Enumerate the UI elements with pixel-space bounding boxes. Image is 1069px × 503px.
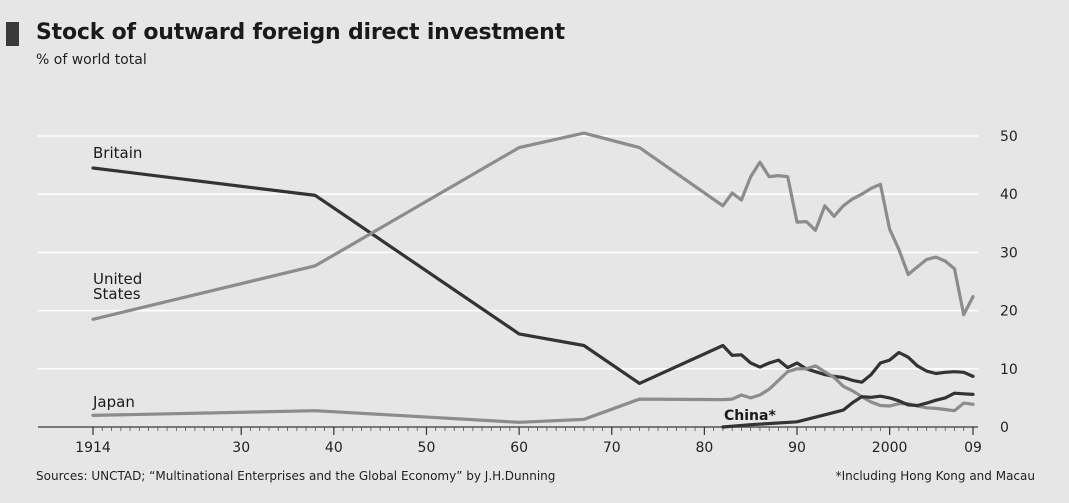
x-axis-labels: 1914 30 40 50 60 70 80 90 2000 09 bbox=[75, 440, 982, 456]
x-tick-label: 1914 bbox=[75, 440, 111, 456]
x-tick-label: 90 bbox=[788, 440, 806, 456]
series-line-united-states bbox=[91, 131, 975, 321]
y-tick-label: 0 bbox=[1000, 420, 1009, 436]
chart-title: Stock of outward foreign direct investme… bbox=[36, 20, 565, 45]
x-tick-label: 30 bbox=[232, 440, 250, 456]
y-tick-label: 20 bbox=[1000, 304, 1018, 320]
y-tick-label: 40 bbox=[1000, 187, 1018, 203]
series-lines bbox=[91, 131, 975, 429]
series-label: States bbox=[93, 285, 141, 303]
series-label: China* bbox=[724, 408, 776, 424]
footnote: *Including Hong Kong and Macau bbox=[835, 469, 1035, 483]
y-tick-label: 10 bbox=[1000, 362, 1018, 378]
chart-subtitle: % of world total bbox=[36, 52, 147, 68]
x-tick-label: 60 bbox=[510, 440, 528, 456]
x-axis bbox=[38, 426, 978, 435]
series-line-britain bbox=[91, 166, 975, 385]
series-label: Japan bbox=[92, 393, 135, 411]
x-tick-label: 50 bbox=[418, 440, 436, 456]
sources-note: Sources: UNCTAD; “Multinational Enterpri… bbox=[36, 469, 556, 483]
series-line-japan bbox=[91, 364, 975, 424]
x-tick-label: 09 bbox=[964, 440, 982, 456]
x-tick-label: 2000 bbox=[872, 440, 908, 456]
y-tick-label: 50 bbox=[1000, 129, 1018, 145]
x-tick-label: 80 bbox=[695, 440, 713, 456]
series-line-china bbox=[721, 391, 975, 429]
y-axis-labels: 0 10 20 30 40 50 bbox=[1000, 129, 1018, 436]
y-tick-label: 30 bbox=[1000, 245, 1018, 261]
brand-bar bbox=[6, 22, 19, 46]
series-label: United bbox=[93, 270, 142, 288]
series-label: Britain bbox=[93, 144, 142, 162]
grid-lines bbox=[38, 135, 978, 370]
x-tick-label: 40 bbox=[325, 440, 343, 456]
x-tick-label: 70 bbox=[603, 440, 621, 456]
